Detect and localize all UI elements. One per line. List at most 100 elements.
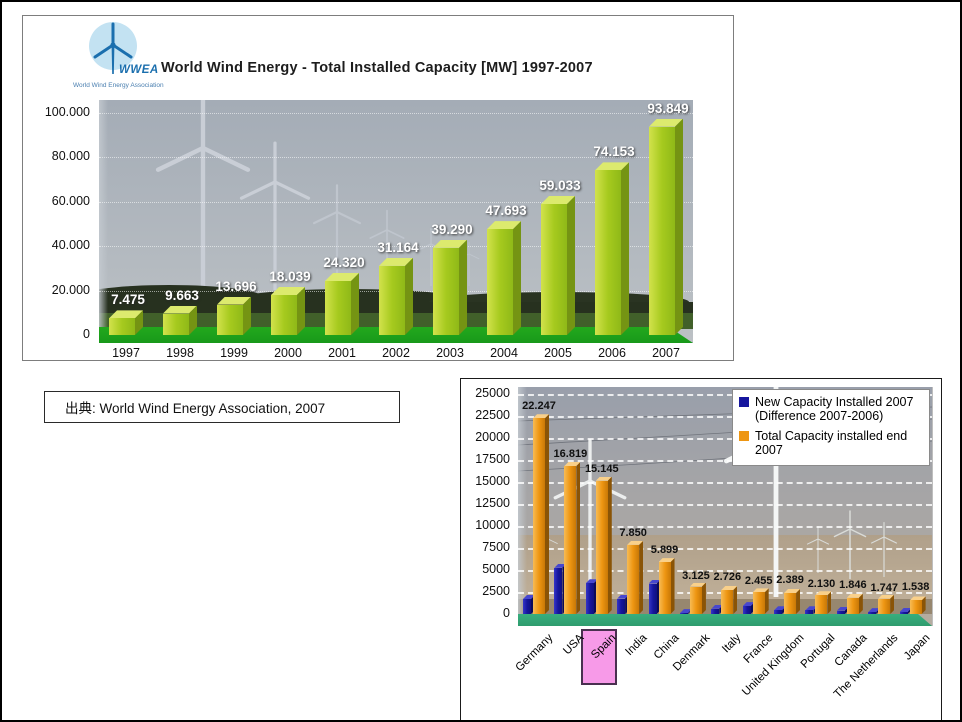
total-capacity-bar-Denmark [689,582,706,614]
new-capacity-bar-USA [554,563,567,614]
x-tick-label: 2004 [490,346,518,360]
legend-item-total-capacity: Total Capacity installed end 2007 [739,429,925,458]
wwea-y-axis: 0 20.000 40.000 60.000 80.000 100.000 [23,100,95,350]
bar-front [585,583,594,614]
x-tick-label: China [651,632,682,662]
wwea-plot: 7.475 9.663 13.696 18.039 24.320 31.164 39.290… [99,100,693,343]
bar-front [487,229,513,335]
bar-top-face [805,606,818,611]
bar-top-face [909,596,926,601]
legend-swatch-new-capacity-icon [739,397,749,407]
bar-top-face [711,604,724,609]
y-tick-label: 15000 [475,474,510,488]
gridline [99,157,693,159]
country-x-axis: Germany USA Spain India China Denmark Italy Fra… [514,626,932,720]
chart-floor [518,614,932,626]
capacity-bar-2001 [325,273,359,335]
y-tick-label: 0 [83,327,90,341]
bar-side-face [639,541,643,614]
total-capacity-bar-Canada [846,593,863,614]
gridline [518,438,932,440]
bar-front [846,597,859,614]
bar-front [711,608,720,614]
bar-side-face [189,306,197,335]
bar-side-face [135,310,143,335]
capacity-bar-1999 [217,296,251,335]
y-tick-label: 7500 [482,540,510,554]
bar-value-label: 93.849 [647,100,689,116]
y-tick-label: 2500 [482,584,510,598]
bar-value-label: 59.033 [539,177,581,193]
bar-front [679,613,688,614]
wind-turbine-logo-icon [89,22,137,74]
wwea-logo: WWEA World Wind Energy Association [73,20,183,96]
bar-side-face [405,258,413,335]
bar-side-face [351,273,359,335]
new-capacity-bar-Germany [523,595,535,614]
new-capacity-bar-Italy [711,604,724,614]
bar-front [784,592,797,614]
bar-value-label: 13.696 [215,278,257,294]
new-capacity-bar-United Kingdom [774,606,787,614]
bar-top-face [679,609,692,614]
bar-top-face [487,221,521,230]
gridline [518,416,932,418]
x-tick-label: 2001 [328,346,356,360]
bar-front [689,586,702,614]
plot-left-wall [99,100,108,343]
x-tick-label: 2000 [274,346,302,360]
total-capacity-bar-China [658,558,675,614]
capacity-bar-2004 [487,221,521,335]
gridline [518,526,932,528]
legend-label-total-capacity: Total Capacity installed end 2007 [755,428,908,458]
bar-value-label: 1.846 [839,578,867,591]
bar-top-face [271,286,305,295]
source-note-box: 出典: World Wind Energy Association, 2007 [44,391,400,423]
gridline [518,482,932,484]
bar-front [379,265,405,335]
bar-front [868,612,877,614]
bar-front [533,418,545,614]
gridline [518,504,932,506]
bar-top-face [109,310,143,319]
bar-side-face [733,586,737,614]
country-plot: New Capacity Installed 2007 (Difference … [518,387,933,626]
bar-top-face [627,540,644,545]
bar-value-label: 74.153 [593,144,635,160]
legend: New Capacity Installed 2007 (Difference … [732,389,930,466]
y-tick-label: 10000 [475,518,510,532]
bar-value-label: 47.693 [485,203,527,219]
bar-top-face [585,579,598,584]
bar-side-face [545,414,549,614]
bar-top-face [815,591,832,596]
gridline [518,394,932,396]
bar-side-face [796,589,800,614]
gridline [518,570,932,572]
bar-top-face [595,476,612,481]
x-tick-label: 2007 [652,346,680,360]
bar-value-label: 7.850 [619,526,647,539]
total-capacity-bar-United Kingdom [784,588,801,614]
total-capacity-bar-Spain [595,476,612,614]
country-y-axis: 0 2500 5000 7500 10000 12500 15000 17500 20000 22… [461,386,515,626]
bar-top-face [554,563,567,568]
bar-top-face [541,195,575,204]
bar-front [271,294,297,335]
bar-top-face [163,305,197,314]
new-capacity-bar-Spain [585,579,598,614]
bar-front [815,595,828,614]
bar-side-face [827,591,831,614]
bar-value-label: 39.290 [431,221,473,237]
bar-side-face [297,287,305,335]
plot-left-wall [518,387,527,626]
country-chart-panel: 0 2500 5000 7500 10000 12500 15000 17500 20000 22… [460,378,942,720]
bar-top-face [533,414,549,419]
bar-side-face [859,594,863,614]
legend-item-new-capacity: New Capacity Installed 2007 (Difference … [739,395,925,424]
bar-top-face [784,588,801,593]
x-tick-label: 2005 [544,346,572,360]
x-tick-label: 2002 [382,346,410,360]
wwea-x-axis: 1997 1998 1999 2000 2001 2002 2003 2004 2005 2006… [99,346,693,362]
new-capacity-bar-China [648,579,661,614]
bar-front [878,598,891,614]
